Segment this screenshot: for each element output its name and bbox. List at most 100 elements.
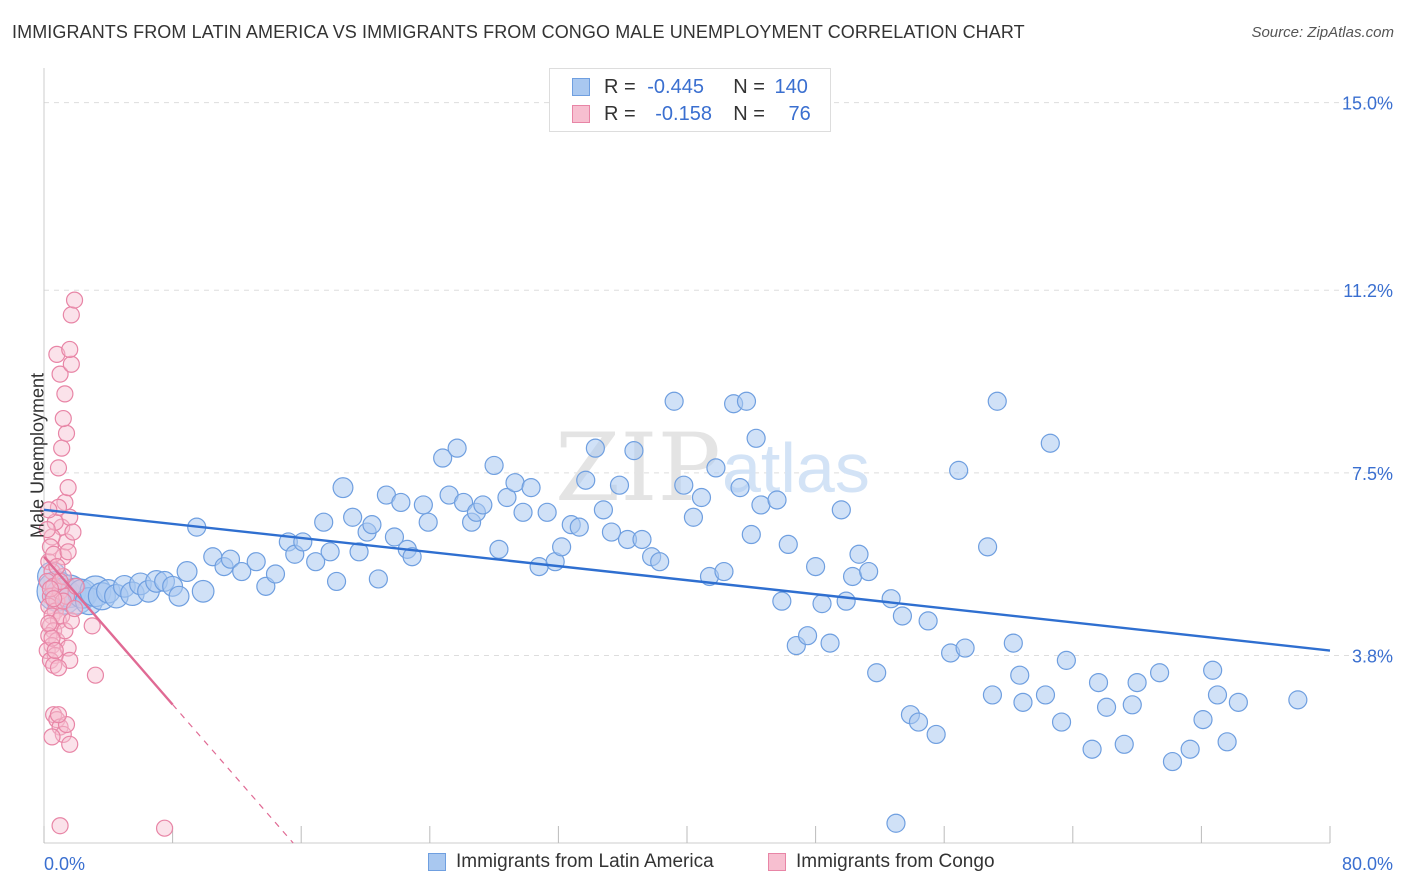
data-point-latin-america: [484, 455, 504, 476]
data-point-latin-america: [949, 460, 969, 480]
data-point-latin-america: [908, 712, 929, 732]
series-congo: [38, 291, 174, 837]
data-point-latin-america: [1035, 685, 1056, 705]
data-point-latin-america: [232, 561, 252, 582]
data-point-congo: [38, 520, 56, 539]
data-point-latin-america: [1288, 690, 1308, 710]
y-axis-label: Male Unemployment: [27, 372, 48, 539]
data-point-latin-america: [343, 507, 363, 527]
legend-swatch-pink: [768, 853, 786, 871]
data-point-latin-america: [1193, 710, 1213, 730]
data-point-latin-america: [836, 591, 856, 611]
data-point-latin-america: [706, 458, 726, 478]
data-point-congo: [45, 656, 63, 674]
data-point-congo: [64, 523, 82, 541]
data-point-latin-america: [569, 517, 589, 537]
data-point-congo: [40, 627, 58, 645]
data-point-latin-america: [812, 594, 832, 614]
legend-row-congo: R = -0.158 N = 76: [572, 102, 811, 126]
legend-r-value: -0.445: [647, 75, 704, 98]
data-point-latin-america: [402, 547, 422, 567]
data-point-congo: [59, 543, 77, 561]
data-point-latin-america: [831, 500, 851, 520]
data-point-latin-america: [886, 813, 906, 833]
data-point-latin-america: [293, 532, 313, 552]
data-point-latin-america: [867, 663, 887, 683]
data-point-congo: [57, 424, 76, 442]
axes: [43, 68, 1331, 844]
data-point-latin-america: [1114, 734, 1134, 754]
legend-r-label: R =: [604, 102, 642, 125]
data-point-latin-america: [859, 561, 879, 582]
data-point-latin-america: [326, 571, 347, 592]
data-point-latin-america: [306, 552, 326, 572]
legend-r-label: R =: [604, 75, 642, 98]
data-point-latin-america: [926, 724, 946, 745]
legend-row-latin-america: R = -0.445 N = 140: [572, 75, 808, 99]
legend-n-label: N =: [733, 102, 771, 125]
data-point-congo: [49, 659, 68, 677]
x-tick-label: 80.0%: [1342, 854, 1393, 874]
data-point-latin-america: [778, 534, 798, 555]
legend-n-label: N =: [733, 75, 771, 98]
data-point-latin-america: [609, 475, 630, 495]
data-point-latin-america: [418, 512, 438, 532]
data-point-latin-america: [585, 438, 605, 458]
data-point-latin-america: [741, 524, 761, 545]
y-tick-label: 7.5%: [1352, 464, 1393, 484]
data-point-latin-america: [1056, 650, 1076, 670]
data-point-latin-america: [521, 478, 541, 498]
data-point-latin-america: [1013, 692, 1033, 712]
data-point-congo: [61, 340, 79, 359]
data-point-latin-america: [820, 633, 840, 653]
data-point-latin-america: [537, 502, 557, 522]
data-point-congo: [54, 725, 72, 744]
data-point-latin-america: [176, 561, 198, 583]
data-point-latin-america: [987, 391, 1007, 411]
data-point-congo: [62, 355, 80, 373]
gridlines: [44, 102, 1392, 656]
data-point-congo: [155, 819, 174, 837]
legend-item-latin-america[interactable]: Immigrants from Latin America: [428, 851, 714, 873]
data-point-latin-america: [691, 487, 712, 508]
data-point-latin-america: [674, 475, 694, 495]
data-point-latin-america: [529, 557, 549, 577]
data-point-latin-america: [168, 585, 190, 607]
data-point-latin-america: [842, 566, 863, 587]
data-point-congo: [56, 385, 74, 403]
data-point-congo: [56, 622, 74, 640]
data-point-latin-america: [650, 552, 670, 572]
data-point-latin-america: [632, 529, 652, 550]
data-point-congo: [49, 459, 68, 477]
data-point-latin-america: [1003, 633, 1023, 653]
data-point-latin-america: [797, 626, 818, 646]
data-point-latin-america: [191, 579, 215, 603]
data-point-latin-america: [1082, 739, 1102, 759]
data-point-latin-america: [497, 487, 517, 508]
data-point-latin-america: [576, 470, 596, 490]
legend-item-congo[interactable]: Immigrants from Congo: [768, 851, 995, 873]
data-point-congo: [65, 599, 84, 618]
data-point-latin-america: [349, 542, 369, 562]
data-point-congo: [53, 439, 71, 457]
data-point-latin-america: [1203, 660, 1223, 680]
legend-swatch-blue: [572, 78, 590, 96]
data-point-congo: [45, 590, 63, 608]
data-point-congo: [61, 735, 79, 753]
data-point-latin-america: [601, 522, 622, 542]
legend-swatch-pink: [572, 105, 590, 123]
data-point-latin-america: [413, 495, 433, 515]
legend-n-value: 140: [774, 75, 808, 98]
data-point-latin-america: [918, 611, 938, 631]
data-point-latin-america: [1127, 672, 1147, 693]
data-point-latin-america: [751, 495, 771, 515]
data-point-congo: [86, 666, 105, 684]
data-point-latin-america: [453, 492, 474, 513]
data-point-latin-america: [746, 428, 766, 448]
y-tick-label: 11.2%: [1343, 281, 1393, 301]
data-point-latin-america: [1088, 672, 1109, 693]
data-point-latin-america: [447, 438, 467, 458]
data-point-latin-america: [664, 391, 684, 411]
data-point-latin-america: [1051, 712, 1072, 732]
data-point-latin-america: [368, 569, 388, 589]
